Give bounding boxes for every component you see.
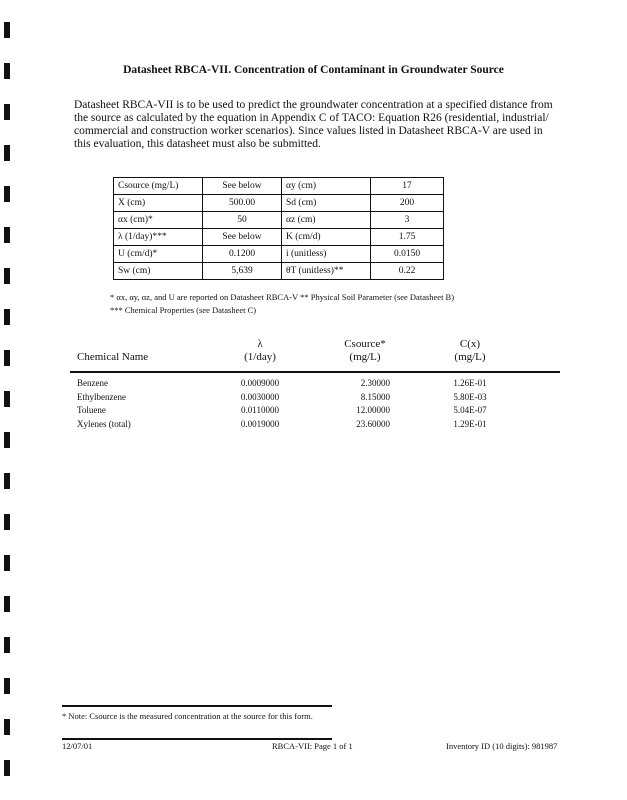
chemical-name: Benzene xyxy=(77,378,108,388)
param-label: αz (cm) xyxy=(281,211,371,229)
param-label: U (cm/d)* xyxy=(113,245,203,263)
binding-hole-mark xyxy=(4,473,10,489)
binding-hole-mark xyxy=(4,309,10,325)
param-label: i (unitless) xyxy=(281,245,371,263)
chemical-csource: 2.30000 xyxy=(360,378,390,388)
binding-hole-mark xyxy=(4,63,10,79)
chemical-lambda: 0.0030000 xyxy=(240,391,280,402)
param-value: 3 xyxy=(370,211,444,229)
note-rule xyxy=(62,705,332,707)
binding-hole-mark xyxy=(4,104,10,120)
header-lambda-unit: (1/day) xyxy=(244,351,276,363)
header-lambda: λ (1/day) xyxy=(225,338,295,364)
param-value: See below xyxy=(202,177,282,195)
param-row: X (cm) 500.00 Sd (cm) 200 xyxy=(113,194,444,212)
note-text: * Note: Csource is the measured concentr… xyxy=(62,711,313,721)
param-label: θT (unitless)** xyxy=(281,262,371,280)
param-value: 500.00 xyxy=(202,194,282,212)
footer-page: RBCA-VII: Page 1 of 1 xyxy=(272,741,353,751)
footer-date: 12/07/01 xyxy=(62,741,93,751)
param-label: Csource (mg/L) xyxy=(113,177,203,195)
parameter-table: Csource (mg/L) See below αy (cm) 17 X (cm) 50… xyxy=(113,177,444,280)
chemical-csource: 8.15000 xyxy=(360,391,390,402)
binding-hole-mark xyxy=(4,514,10,530)
binding-hole-mark xyxy=(4,22,10,38)
binding-hole-mark xyxy=(4,145,10,161)
chemical-cx: 5.80E-03 xyxy=(453,391,487,402)
param-value: 17 xyxy=(370,177,444,195)
header-cx: C(x) (mg/L) xyxy=(435,338,505,364)
param-value: 1.75 xyxy=(370,228,444,246)
param-value: 50 xyxy=(202,211,282,229)
header-cx-label: C(x) xyxy=(459,338,481,350)
binding-hole-mark xyxy=(4,186,10,202)
header-csource-unit: (mg/L) xyxy=(349,351,381,363)
binding-hole-mark xyxy=(4,391,10,407)
param-value: 5,639 xyxy=(202,262,282,280)
chemical-csource: 23.60000 xyxy=(356,419,390,430)
chemical-lambda: 0.0009000 xyxy=(240,378,280,388)
param-label: K (cm/d) xyxy=(281,228,371,246)
binding-hole-mark xyxy=(4,637,10,653)
binding-hole-mark xyxy=(4,268,10,284)
header-chemical-name: Chemical Name xyxy=(77,351,149,363)
binding-hole-mark xyxy=(4,350,10,366)
page-title: Datasheet RBCA-VII. Concentration of Con… xyxy=(123,64,504,76)
param-label: Sd (cm) xyxy=(281,194,371,212)
param-row: αx (cm)* 50 αz (cm) 3 xyxy=(113,211,444,229)
footer-inventory: Inventory ID (10 digits): 981987 xyxy=(446,741,558,751)
intro-paragraph: Datasheet RBCA-VII is to be used to pred… xyxy=(74,99,553,150)
param-label: λ (1/day)*** xyxy=(113,228,203,246)
param-value: 0.0150 xyxy=(370,245,444,263)
binding-hole-mark xyxy=(4,432,10,448)
chemical-cx: 5.04E-07 xyxy=(453,405,487,416)
chemical-cx: 1.26E-01 xyxy=(453,378,487,388)
header-csource-label: Csource* xyxy=(344,338,386,350)
binding-hole-mark xyxy=(4,227,10,243)
param-label: X (cm) xyxy=(113,194,203,212)
param-row: Sw (cm) 5,639 θT (unitless)** 0.22 xyxy=(113,262,444,280)
header-csource: Csource* (mg/L) xyxy=(330,338,400,364)
chemical-csource: 12.00000 xyxy=(356,405,390,416)
chemical-name: Xylenes (total) xyxy=(77,419,131,430)
binding-hole-mark xyxy=(4,719,10,735)
param-value: See below xyxy=(202,228,282,246)
param-value: 200 xyxy=(370,194,444,212)
param-row: λ (1/day)*** See below K (cm/d) 1.75 xyxy=(113,228,444,246)
param-label: Sw (cm) xyxy=(113,262,203,280)
chemical-lambda: 0.0110000 xyxy=(241,405,279,416)
binding-hole-mark xyxy=(4,555,10,571)
param-row: U (cm/d)* 0.1200 i (unitless) 0.0150 xyxy=(113,245,444,263)
footnote-2: *** Chemical Properties (see Datasheet C… xyxy=(110,305,257,315)
footnote-1: * αx, αy, αz, and U are reported on Data… xyxy=(110,292,455,302)
chemical-name: Toluene xyxy=(77,405,106,416)
param-value: 0.22 xyxy=(370,262,444,280)
header-cx-unit: (mg/L) xyxy=(454,351,486,363)
footer-rule xyxy=(62,738,332,740)
binding-hole-mark xyxy=(4,760,10,776)
chemical-cx: 1.29E-01 xyxy=(453,419,487,430)
param-row: Csource (mg/L) See below αy (cm) 17 xyxy=(113,177,444,195)
chemical-lambda: 0.0019000 xyxy=(240,419,280,430)
param-label: αx (cm)* xyxy=(113,211,203,229)
header-lambda-symbol: λ xyxy=(257,338,263,350)
header-rule xyxy=(70,371,560,373)
binding-hole-mark xyxy=(4,596,10,612)
param-label: αy (cm) xyxy=(281,177,371,195)
binding-hole-mark xyxy=(4,678,10,694)
chemical-name: Ethylbenzene xyxy=(77,391,126,402)
param-value: 0.1200 xyxy=(202,245,282,263)
